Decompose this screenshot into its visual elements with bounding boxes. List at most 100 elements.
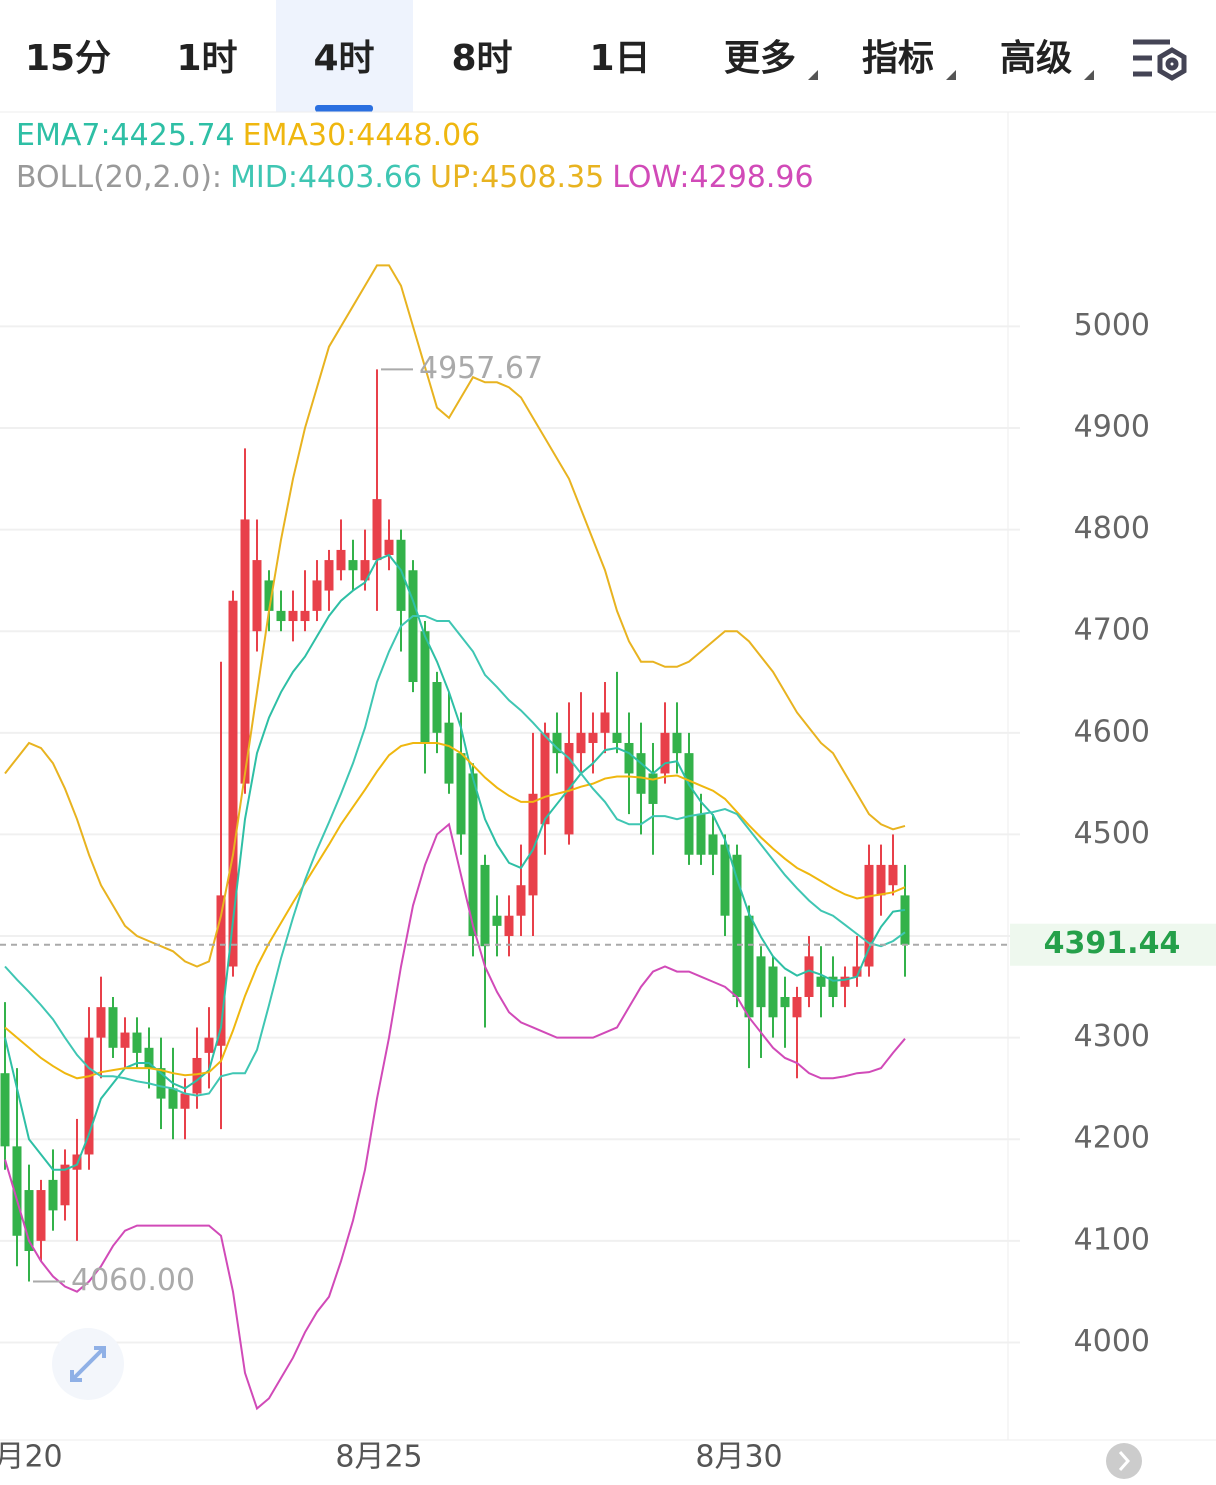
legend-entry: UP:4508.35 (430, 160, 604, 195)
candle-body (504, 915, 514, 937)
candle-body (444, 722, 454, 784)
candle-body (720, 844, 730, 916)
candle-body (216, 895, 226, 1046)
candle-body (192, 1057, 202, 1094)
candle-body (348, 560, 358, 571)
indicator-line (4, 553, 906, 1171)
candle-body (840, 976, 850, 987)
candle-body (468, 773, 478, 937)
legend-entry: EMA30:4448.06 (243, 118, 481, 153)
candle-body (168, 1088, 178, 1109)
legend-entry: MID:4403.66 (230, 160, 422, 195)
tab[interactable]: 1时 (176, 38, 237, 79)
candle-body (600, 712, 610, 733)
candle-body (300, 610, 310, 622)
candle-body (828, 976, 838, 997)
selected-tab-bg (276, 0, 413, 112)
candle-body (252, 560, 262, 632)
expand-button[interactable] (52, 1328, 124, 1400)
tab-arrows (808, 70, 1094, 80)
y-tick-label: 5000 (1074, 308, 1150, 343)
k-button[interactable] (1106, 1443, 1142, 1479)
candle-body (768, 966, 778, 1018)
candle-body (612, 732, 622, 743)
y-tick-label: 4000 (1074, 1324, 1150, 1359)
candle-body (552, 732, 562, 754)
legend: EMA7:4425.74 EMA30:4448.06 (16, 118, 480, 153)
candle-body (204, 1037, 214, 1053)
tab[interactable]: 15分 (25, 38, 111, 79)
x-tick-label: 8月20 (0, 1440, 63, 1475)
candle-body (420, 631, 430, 743)
y-tick-label: 4600 (1074, 714, 1150, 749)
candle-body (648, 773, 658, 804)
candle-body (888, 864, 898, 886)
candle-body (336, 549, 346, 571)
candle-body (360, 560, 370, 581)
indicator-line (4, 822, 906, 1411)
candle-body (12, 1146, 22, 1236)
candle-body (588, 732, 598, 743)
settings-icon[interactable] (1133, 39, 1187, 81)
candle-body (864, 864, 874, 967)
legend-entry: BOLL(20,2.0): (16, 160, 222, 195)
y-tick-label: 4100 (1074, 1222, 1150, 1257)
candle-body (492, 915, 502, 926)
candle-body (60, 1164, 70, 1206)
tab[interactable]: 8时 (451, 38, 512, 79)
candle-body (756, 956, 766, 1008)
candle-body (684, 753, 694, 855)
candle-body (24, 1190, 34, 1252)
candle-body (432, 682, 442, 733)
indicator-line (4, 741, 906, 1080)
candle-body (876, 864, 886, 896)
candle-body (792, 996, 802, 1018)
candle-body (576, 732, 586, 754)
candle-body (732, 854, 742, 997)
y-tick-label: 4200 (1074, 1121, 1150, 1156)
candle-body (780, 996, 790, 1008)
candle-body (708, 834, 718, 855)
candle-body (84, 1037, 94, 1155)
candle-body (156, 1068, 166, 1099)
tab[interactable]: 4时 (313, 38, 374, 79)
candle-body (900, 895, 910, 945)
candle-body (816, 976, 826, 987)
candle-body (624, 742, 634, 774)
candle-body (744, 915, 754, 1018)
candle-body (516, 885, 526, 916)
indicator-line (4, 264, 906, 968)
candle-body (408, 570, 418, 683)
y-tick-label: 4800 (1074, 511, 1150, 546)
annotation: 4060.00 (71, 1263, 195, 1298)
candle-body (324, 560, 334, 591)
y-tick-label: 4300 (1074, 1019, 1150, 1054)
candle-body (120, 1032, 130, 1048)
candle-body (480, 864, 490, 947)
legend-entry: EMA7:4425.74 (16, 118, 235, 153)
candle-body (180, 1093, 190, 1109)
y-tick-label: 4500 (1074, 816, 1150, 851)
selected-tab-underline (315, 105, 373, 112)
candle-body (384, 539, 394, 556)
tab[interactable]: 指标 (862, 38, 934, 79)
tab[interactable]: 高级 (1000, 38, 1072, 79)
candle-body (144, 1047, 154, 1069)
candle-body (636, 753, 646, 794)
last-price-bg (1010, 923, 1216, 966)
tab[interactable]: 更多 (724, 38, 796, 79)
candle-body (0, 1073, 10, 1147)
candle-body (240, 519, 250, 784)
candle-body (456, 753, 466, 835)
candle-body (540, 732, 550, 825)
y-tick-label: 4700 (1074, 613, 1150, 648)
indicator-line (4, 614, 906, 1097)
candle-body (852, 966, 862, 977)
candle-body (48, 1179, 58, 1211)
candle-body (228, 600, 238, 967)
candle-body (660, 732, 670, 774)
legend: BOLL(20,2.0): MID:4403.66 UP:4508.35 LOW:42… (16, 160, 814, 195)
candle-body (804, 956, 814, 997)
tab[interactable]: 1日 (589, 38, 650, 79)
